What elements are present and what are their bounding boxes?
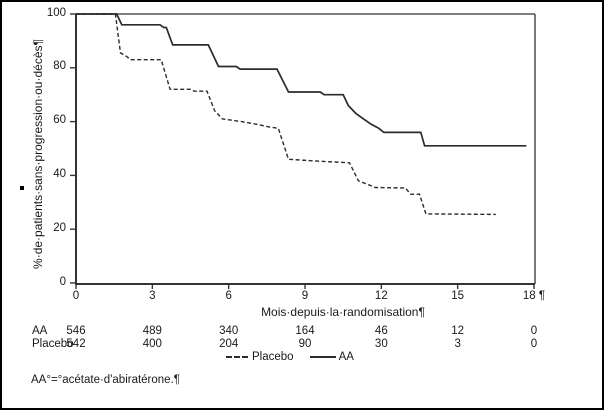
risk-count: 400 — [142, 338, 162, 350]
x-tick-label: 18 ¶ — [522, 290, 546, 302]
footnote: AA°=°acétate·d'abiratérone.¶ — [31, 374, 180, 386]
y-tick-label: 100 — [46, 6, 66, 19]
risk-count: 0 — [530, 338, 538, 350]
risk-count: 0 — [530, 325, 538, 337]
km-plot — [70, 13, 536, 289]
risk-count: 204 — [219, 338, 239, 350]
y-tick-label: 80 — [53, 60, 66, 73]
risk-count: 542 — [66, 338, 86, 350]
aa-solid-line-icon — [309, 356, 336, 358]
aa-curve — [76, 13, 527, 147]
legend-label-placebo: Placebo — [252, 351, 294, 363]
risk-row-label: Placebo — [32, 338, 74, 350]
risk-count: 12 — [451, 325, 465, 337]
risk-count: 90 — [298, 338, 312, 350]
legend-label-aa: AA — [338, 351, 354, 363]
x-tick-label: 6 — [225, 290, 232, 302]
risk-row-label: AA — [32, 325, 48, 337]
y-tick-label: 20 — [53, 221, 66, 234]
y-tick-label: 40 — [53, 167, 66, 180]
risk-count: 3 — [454, 338, 461, 350]
y-axis-title: %·de·patients·sans·progression·ou·décès¶ — [31, 39, 45, 269]
bullet-square-marker — [20, 186, 24, 190]
risk-count: 46 — [374, 325, 388, 337]
y-tick-label: 60 — [53, 114, 66, 127]
x-tick-label: 9 — [301, 290, 309, 302]
y-tick-label: 0 — [59, 275, 66, 288]
risk-count: 340 — [219, 325, 239, 337]
risk-count: 164 — [295, 325, 315, 337]
x-tick-label: 3 — [149, 290, 156, 302]
risk-count: 489 — [142, 325, 162, 337]
x-tick-label: 0 — [72, 290, 80, 302]
risk-count: 546 — [66, 325, 86, 337]
x-tick-label: 12 — [374, 290, 388, 302]
placebo-dashed-line-icon — [226, 356, 248, 358]
x-axis-title: Mois·depuis·la·randomisation¶ — [261, 305, 425, 319]
x-tick-label: 15 — [451, 290, 465, 302]
risk-count: 30 — [374, 338, 388, 350]
placebo-curve — [76, 13, 496, 216]
legend: Placebo AA — [226, 351, 354, 363]
